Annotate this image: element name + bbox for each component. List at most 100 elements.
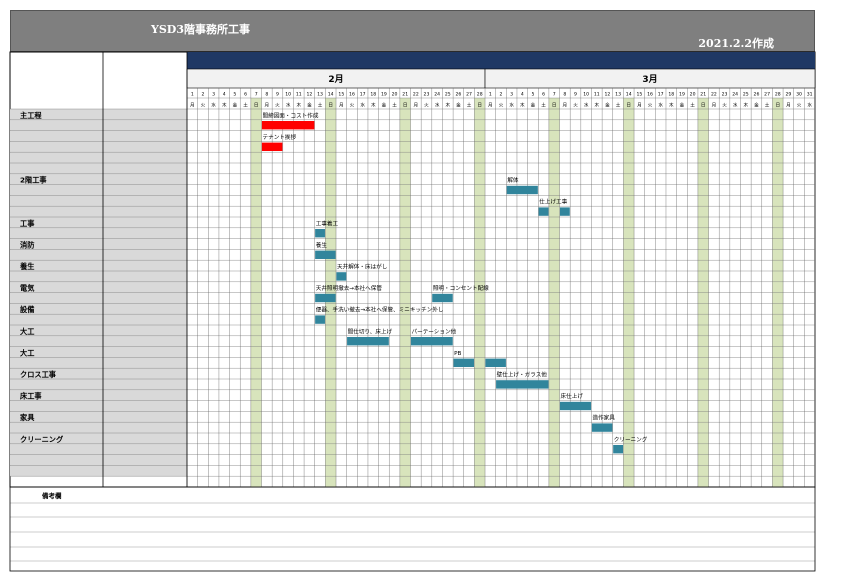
section-label: 家具 xyxy=(20,413,35,422)
row-label-cell xyxy=(10,227,187,239)
section-label: 主工程 xyxy=(20,111,42,120)
month-label: 2月 xyxy=(328,74,343,85)
weekday-label: 月 xyxy=(786,103,791,109)
day-number: 4 xyxy=(223,92,226,98)
day-number: 29 xyxy=(785,92,791,98)
weekday-label: 火 xyxy=(275,103,280,109)
day-number: 14 xyxy=(626,92,632,98)
day-number: 14 xyxy=(328,92,334,98)
weekday-label: 木 xyxy=(445,102,450,109)
day-number: 13 xyxy=(615,92,621,98)
task-label: 養生 xyxy=(316,241,328,249)
weekday-label: 土 xyxy=(765,102,770,109)
day-number: 16 xyxy=(349,92,355,98)
row-label-cell xyxy=(10,119,187,131)
remarks-frame xyxy=(9,486,816,572)
day-number: 18 xyxy=(668,92,674,98)
task-bar xyxy=(485,358,506,367)
day-number: 22 xyxy=(711,92,717,98)
row-label-cell xyxy=(10,335,187,347)
row-label-cell xyxy=(10,325,187,336)
task-label: 工事着工 xyxy=(316,219,339,227)
weekday-label: 月 xyxy=(339,103,344,109)
weekday-label: 金 xyxy=(307,102,312,109)
weekday-label: 月 xyxy=(190,103,195,109)
task-bar xyxy=(315,315,325,324)
row-label-cell xyxy=(10,454,187,466)
day-number: 19 xyxy=(381,92,387,98)
section-label: 電気 xyxy=(20,284,35,293)
weekday-label: 日 xyxy=(701,103,706,109)
day-number: 2 xyxy=(500,92,503,98)
weekday-label: 日 xyxy=(552,103,557,109)
task-bar xyxy=(453,358,474,367)
task-label: 造作家具 xyxy=(592,414,615,422)
weekday-label: 日 xyxy=(403,103,408,109)
task-bar xyxy=(432,293,453,303)
day-number: 12 xyxy=(605,92,611,98)
weekday-label: 土 xyxy=(318,102,323,109)
task-bar xyxy=(613,445,624,454)
weekday-label: 月 xyxy=(488,103,493,109)
weekday-label: 火 xyxy=(573,103,578,109)
section-label: 2階工事 xyxy=(20,176,47,185)
task-label: 間締図面・コスト作成 xyxy=(263,111,319,119)
day-number: 1 xyxy=(489,92,492,98)
row-label-cell xyxy=(10,195,187,207)
row-label-cell xyxy=(10,357,187,369)
weekday-label: 木 xyxy=(744,102,749,109)
row-label-cell xyxy=(10,152,187,163)
row-label-cell xyxy=(10,141,187,153)
task-bar xyxy=(591,423,613,432)
weekday-label: 水 xyxy=(584,102,589,109)
day-number: 28 xyxy=(775,92,781,98)
day-number: 21 xyxy=(402,92,408,98)
row-label-cell xyxy=(10,389,187,401)
task-bar xyxy=(410,337,453,346)
row-label-cell xyxy=(10,249,187,261)
day-number: 26 xyxy=(455,92,461,98)
row-label-cell xyxy=(10,217,187,228)
weekday-label: 水 xyxy=(435,102,440,109)
weekday-label: 水 xyxy=(360,102,365,109)
day-number: 25 xyxy=(445,92,451,98)
section-label: 工事 xyxy=(20,219,35,228)
day-number: 2 xyxy=(201,92,204,98)
day-number: 9 xyxy=(574,92,577,98)
weekday-label: 日 xyxy=(254,103,259,109)
weekday-label: 土 xyxy=(690,102,695,109)
weekday-label: 月 xyxy=(414,103,419,109)
day-number: 15 xyxy=(636,92,642,98)
task-bar xyxy=(506,185,538,195)
row-label-cell xyxy=(10,260,187,271)
weekday-label: 土 xyxy=(541,102,546,109)
weekday-label: 日 xyxy=(477,103,482,109)
weekday-label: 日 xyxy=(328,103,333,109)
weekday-label: 火 xyxy=(424,103,429,109)
row-label-cell xyxy=(10,163,187,174)
section-label: クリーニング xyxy=(20,435,64,444)
row-label-cell xyxy=(10,206,187,217)
task-label: 天井照明撤去→本社へ保管 xyxy=(316,284,383,292)
day-number: 18 xyxy=(370,92,376,98)
remarks-label: 備考欄 xyxy=(42,491,62,500)
row-label-cell xyxy=(10,184,187,196)
day-number: 20 xyxy=(392,92,398,98)
row-label-cell xyxy=(10,271,187,282)
header-band xyxy=(187,52,815,69)
task-label: 壁仕上げ・ガラス他 xyxy=(497,371,548,379)
weekday-label: 土 xyxy=(467,102,472,109)
weekday-label: 月 xyxy=(265,103,270,109)
day-number: 27 xyxy=(466,92,472,98)
task-label: 解体 xyxy=(507,176,519,184)
day-number: 6 xyxy=(244,92,247,98)
row-label-cell xyxy=(10,422,187,433)
task-bar xyxy=(559,207,570,216)
weekday-label: 火 xyxy=(722,103,727,109)
weekday-label: 月 xyxy=(712,103,717,109)
weekday-label: 木 xyxy=(222,102,227,109)
day-number: 6 xyxy=(542,92,545,98)
weekday-label: 日 xyxy=(775,103,780,109)
day-number: 16 xyxy=(647,92,653,98)
day-number: 11 xyxy=(594,92,600,98)
